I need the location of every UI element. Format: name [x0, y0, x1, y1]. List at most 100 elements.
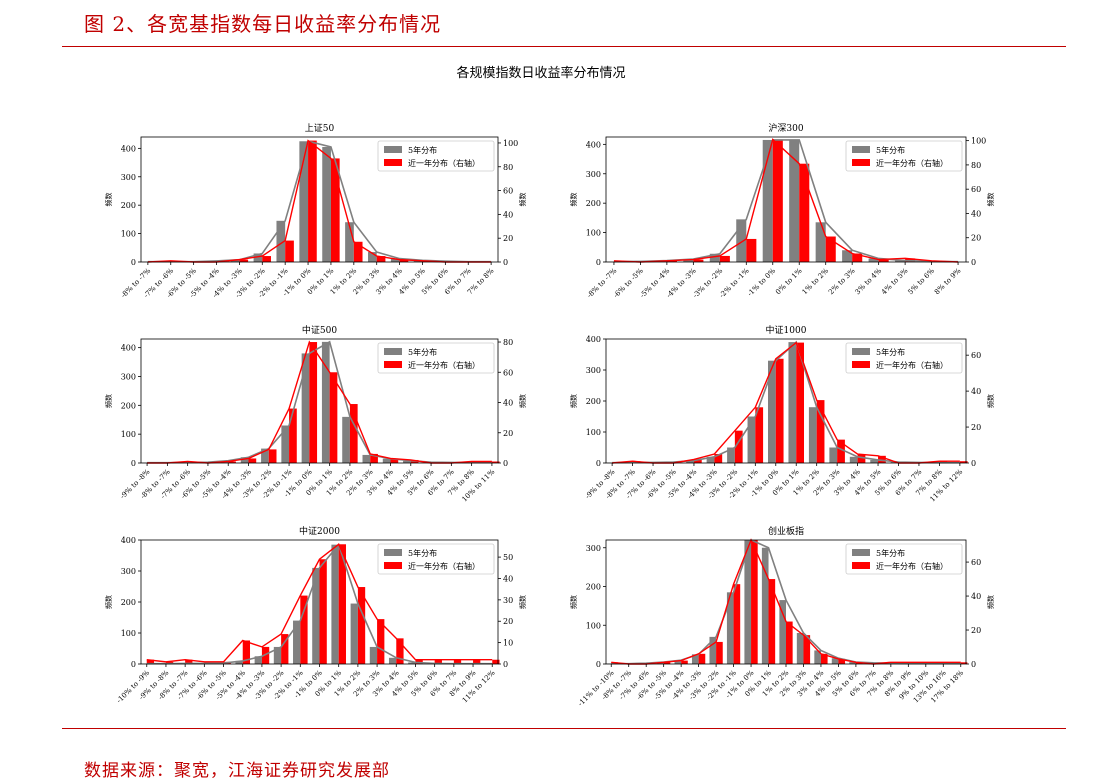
legend-swatch-five-year: [852, 348, 870, 355]
tick-label-left: 200: [586, 583, 601, 592]
y-axis-label-left: 频数: [104, 193, 113, 207]
bar-one-year: [698, 653, 706, 664]
bar-one-year: [453, 659, 462, 664]
legend-label-five-year: 5年分布: [408, 145, 437, 155]
bar-one-year: [663, 662, 671, 664]
legend-swatch-one-year: [384, 361, 402, 368]
bar-one-year: [300, 595, 308, 664]
tick-label-right: 0: [503, 459, 508, 468]
bar-one-year: [349, 404, 358, 463]
bar-five-year: [796, 633, 804, 664]
bar-one-year: [666, 260, 677, 262]
bar-five-year: [747, 416, 756, 463]
bar-one-year: [262, 256, 271, 262]
chart-title: 上证50: [305, 123, 335, 134]
bar-five-year: [240, 457, 249, 463]
legend-box: [377, 140, 495, 172]
bar-five-year: [293, 620, 301, 664]
bar-five-year: [890, 462, 899, 463]
bar-five-year: [691, 654, 699, 664]
tick-label-right: 20: [971, 234, 981, 243]
chart-title: 创业板指: [768, 525, 804, 537]
bar-one-year: [838, 658, 846, 664]
tick-label-left: 100: [586, 428, 601, 437]
bar-five-year: [253, 253, 263, 262]
bar-five-year: [736, 219, 747, 262]
bar-one-year: [146, 659, 155, 664]
bar-five-year: [842, 250, 853, 262]
top-divider: [62, 46, 1066, 47]
bar-five-year: [390, 258, 400, 262]
bar-one-year: [857, 454, 866, 463]
bar-one-year: [377, 619, 385, 664]
bar-one-year: [473, 659, 481, 664]
legend-label-one-year: 近一年分布（右轴）: [408, 158, 480, 168]
line-one-year: [613, 138, 959, 263]
bar-one-year: [959, 461, 968, 463]
bar-one-year: [370, 453, 378, 463]
chart-suptitle: 各规模指数日收益率分布情况: [456, 65, 625, 81]
legend-box: [377, 342, 495, 374]
legend-swatch-five-year: [384, 348, 402, 355]
bar-five-year: [362, 454, 371, 463]
tick-label-right: 40: [971, 592, 981, 601]
legend-label-five-year: 5年分布: [876, 347, 905, 357]
tick-label-left: 300: [586, 366, 601, 375]
bar-one-year: [248, 458, 257, 463]
bar-five-year: [674, 660, 682, 664]
tick-label-right: 20: [503, 617, 513, 626]
bar-five-year: [761, 547, 769, 664]
bar-one-year: [775, 358, 784, 463]
bar-one-year: [434, 659, 442, 664]
tick-label-right: 40: [503, 399, 513, 408]
y-axis-label-right: 频数: [986, 394, 995, 408]
bar-one-year: [693, 259, 704, 262]
bar-five-year: [895, 260, 906, 262]
bar-five-year: [331, 544, 339, 664]
bar-one-year: [242, 640, 251, 664]
tick-label-left: 0: [596, 459, 601, 468]
legend-label-one-year: 近一年分布（右轴）: [876, 561, 948, 571]
tick-label-left: 400: [121, 344, 136, 353]
tick-label-x: 3% to 4%: [854, 267, 884, 297]
bar-five-year: [276, 220, 286, 262]
bar-five-year: [789, 139, 800, 262]
bar-one-year: [239, 259, 249, 262]
tick-label-right: 80: [971, 161, 981, 170]
tick-label-left: 400: [121, 536, 136, 545]
bar-one-year: [319, 559, 327, 664]
legend-box: [377, 543, 495, 575]
y-axis-label-left: 频数: [569, 193, 578, 207]
bar-five-year: [815, 222, 826, 262]
legend-swatch-five-year: [384, 549, 402, 556]
bar-five-year: [342, 416, 350, 463]
bar-one-year: [803, 635, 811, 664]
bar-five-year: [726, 592, 734, 664]
legend-swatch-five-year: [384, 146, 402, 153]
bar-five-year: [388, 657, 397, 664]
tick-label-left: 200: [121, 401, 136, 410]
y-axis-label-right: 频数: [986, 193, 995, 207]
legend-label-five-year: 5年分布: [408, 347, 437, 357]
tick-label-right: 60: [503, 368, 513, 377]
bar-one-year: [390, 458, 399, 463]
tick-label-right: 60: [971, 185, 981, 194]
tick-label-left: 100: [586, 229, 601, 238]
plot-frame: [140, 338, 499, 464]
bar-five-year: [814, 650, 821, 664]
legend-label-five-year: 5年分布: [408, 548, 437, 558]
tick-label-right: 80: [503, 338, 513, 347]
bar-one-year: [820, 653, 828, 664]
legend-label-one-year: 近一年分布（右轴）: [876, 158, 948, 168]
bar-five-year: [254, 656, 262, 664]
tick-label-left: 300: [121, 372, 136, 381]
bar-one-year: [329, 372, 338, 463]
line-one-year: [146, 543, 493, 663]
legend-label-one-year: 近一年分布（右轴）: [876, 360, 948, 370]
tick-label-left: 200: [121, 201, 136, 210]
chart-title: 中证500: [302, 324, 337, 336]
bar-five-year: [299, 141, 309, 262]
bar-one-year: [734, 430, 743, 463]
legend-label-five-year: 5年分布: [876, 145, 905, 155]
